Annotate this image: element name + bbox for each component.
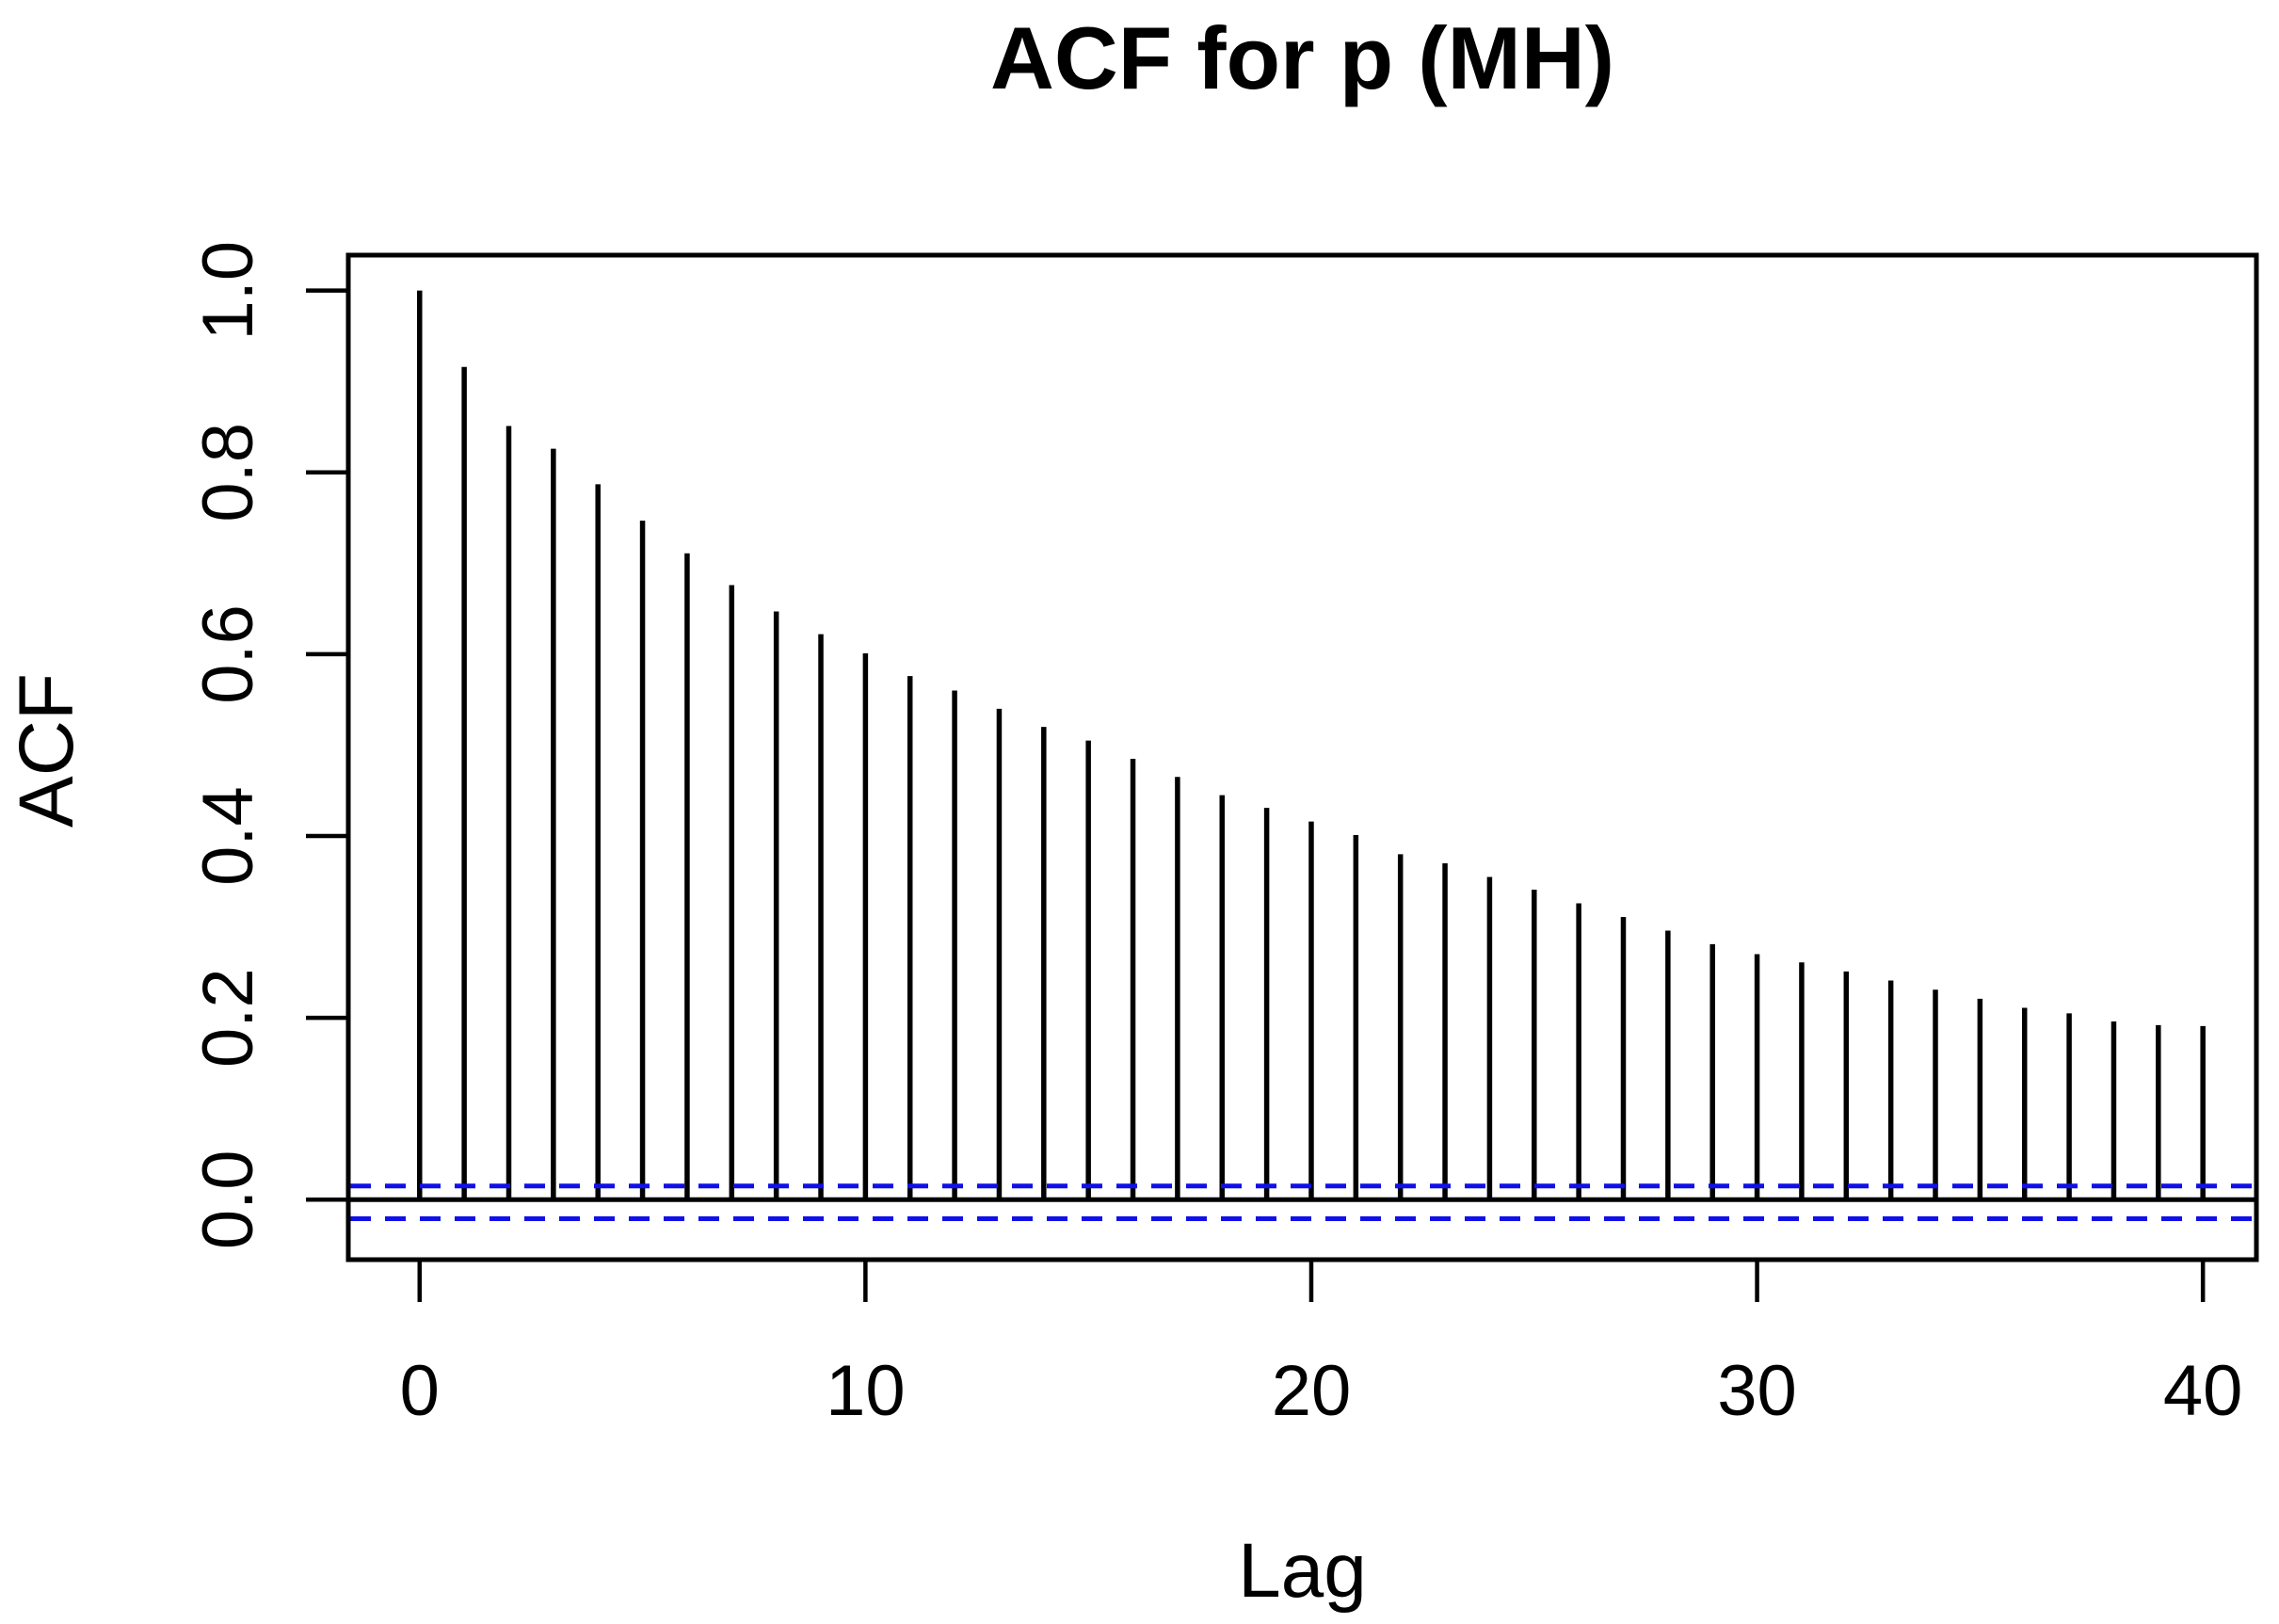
x-tick-label-20: 20 [1272,1351,1352,1431]
x-tick-label-0: 0 [400,1351,440,1431]
x-tick-label-30: 30 [1717,1351,1797,1431]
y-tick-label-0.0: 0.0 [188,1150,268,1249]
y-tick-label-0.2: 0.2 [188,968,268,1068]
plot-box [345,252,2259,1262]
y-tick-label-0.6: 0.6 [188,604,268,704]
chart-title: ACF for p (MH) [989,8,1615,107]
x-tick-label-40: 40 [2163,1351,2243,1431]
y-tick-label-0.8: 0.8 [188,423,268,523]
x-tick-label-10: 10 [826,1351,906,1431]
y-tick-label-0.4: 0.4 [188,786,268,886]
y-tick-label-1.0: 1.0 [188,241,268,341]
x-axis-title: Lag [1238,1528,1367,1614]
